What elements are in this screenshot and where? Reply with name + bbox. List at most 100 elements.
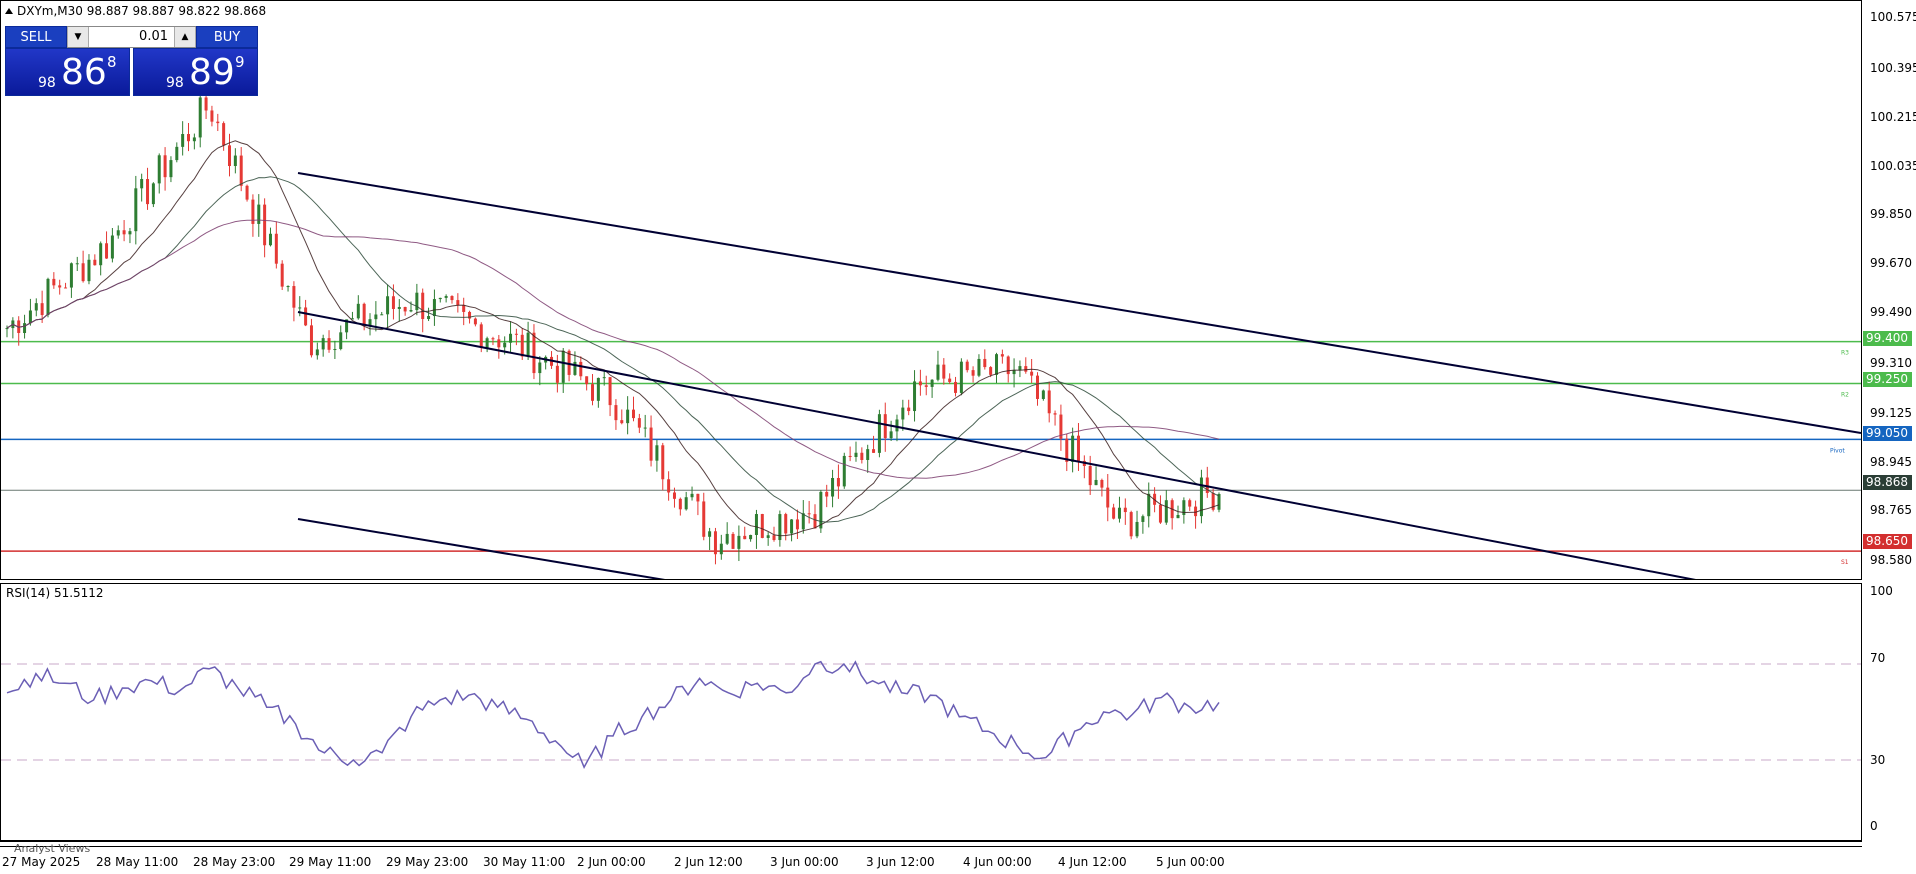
lot-increase-icon[interactable]: ▲	[174, 27, 196, 47]
candle-body	[227, 145, 231, 167]
bid-price-sup: 8	[107, 53, 117, 71]
candle-body	[386, 296, 390, 315]
candle-body	[591, 384, 595, 401]
candle-body	[983, 358, 987, 368]
channel-upper-line	[297, 172, 1862, 434]
time-tick: 5 Jun 00:00	[1156, 855, 1225, 869]
candle-body	[333, 349, 337, 351]
candle-body	[204, 97, 208, 111]
candle-body	[959, 361, 963, 393]
candle-body	[1182, 500, 1186, 515]
candle-body	[122, 230, 126, 235]
candle-body	[930, 379, 934, 387]
candle-body	[1071, 435, 1075, 462]
candle-body	[1135, 521, 1139, 537]
candle-body	[356, 303, 360, 319]
candle-body	[819, 491, 823, 529]
sell-button[interactable]: SELL	[5, 26, 67, 48]
candle-body	[415, 292, 419, 311]
collapse-triangle-icon[interactable]	[5, 8, 13, 14]
candle-body	[696, 493, 700, 502]
price-tick: 99.670	[1870, 256, 1912, 270]
candle-body	[321, 338, 325, 350]
price-chart-pane[interactable]: R3 R2 Pivot S1	[0, 0, 1862, 582]
candle-body	[462, 305, 466, 312]
candle-body	[614, 405, 618, 421]
candle-body	[397, 307, 401, 309]
price-tick: 100.395	[1870, 61, 1916, 75]
lot-size-value[interactable]: 0.01	[139, 29, 168, 44]
candle-body	[34, 303, 38, 311]
candle-body	[995, 354, 999, 375]
analyst-views-tab[interactable]: Analyst Views	[14, 842, 91, 855]
candle-body	[1147, 493, 1151, 517]
channel-lower-line	[297, 518, 672, 582]
lot-decrease-icon[interactable]: ▼	[67, 27, 89, 47]
time-tick: 3 Jun 00:00	[770, 855, 839, 869]
bid-price-box[interactable]: 98 86 8	[5, 48, 130, 96]
candle-body	[327, 338, 331, 350]
buy-button[interactable]: BUY	[196, 26, 258, 48]
one-click-trading-panel: SELL ▼ 0.01 ▲ BUY 98 86 8 98 89 9	[5, 26, 258, 96]
candle-body	[473, 318, 477, 325]
time-tick: 3 Jun 12:00	[866, 855, 935, 869]
candle-body	[924, 385, 928, 387]
candle-body	[807, 513, 811, 515]
candle-body	[81, 263, 85, 282]
candle-body	[1053, 413, 1057, 415]
candle-body	[1076, 435, 1080, 461]
candle-body	[28, 310, 32, 324]
time-tick: 27 May 2025	[2, 855, 81, 869]
candle-body	[46, 278, 50, 316]
candle-body	[538, 362, 542, 374]
candle-body	[971, 370, 975, 376]
candle-body	[860, 452, 864, 460]
candle-body	[1199, 477, 1203, 517]
candle-body	[181, 134, 185, 147]
time-tick: 28 May 11:00	[96, 855, 179, 869]
candle-body	[901, 407, 905, 420]
time-axis[interactable]: 27 May 2025 28 May 11:00 28 May 23:00 29…	[0, 847, 1862, 874]
candle-body	[532, 332, 536, 374]
candle-body	[362, 303, 366, 327]
price-tick: 98.945	[1870, 455, 1912, 469]
candle-body	[52, 278, 56, 286]
candle-body	[708, 531, 712, 537]
candle-body	[596, 377, 600, 401]
candle-body	[169, 160, 173, 178]
candle-body	[637, 418, 641, 428]
candle-body	[298, 307, 302, 309]
candle-body	[421, 292, 425, 320]
level-tag-r3: 99.400	[1863, 331, 1912, 346]
time-tick: 4 Jun 00:00	[963, 855, 1032, 869]
candle-body	[58, 285, 62, 288]
candle-body	[667, 479, 671, 493]
candle-body	[942, 364, 946, 379]
candle-body	[1018, 366, 1022, 371]
rsi-scale[interactable]: 100 70 30 0	[1862, 583, 1916, 841]
price-scale[interactable]: 100.575 100.395 100.215 100.035 99.850 9…	[1862, 0, 1916, 580]
candle-body	[427, 316, 431, 320]
bid-price-big: 86	[61, 52, 107, 93]
candle-body	[643, 427, 647, 429]
analyst-views-strip[interactable]	[0, 841, 1862, 847]
moving-average-line	[6, 140, 1220, 537]
candle-body	[872, 449, 876, 453]
candle-body	[1123, 507, 1127, 513]
candle-body	[1065, 438, 1069, 462]
price-tick: 99.125	[1870, 406, 1912, 420]
candle-body	[1211, 492, 1215, 510]
candle-body	[936, 364, 940, 380]
candle-body	[192, 137, 196, 142]
ask-price-box[interactable]: 98 89 9	[133, 48, 258, 96]
current-price-tag: 98.868	[1863, 475, 1912, 490]
candle-body	[672, 492, 676, 499]
level-label: S1	[1841, 559, 1849, 566]
candle-body	[134, 188, 138, 232]
candle-body	[725, 533, 729, 544]
rsi-pane[interactable]	[0, 583, 1862, 841]
candle-body	[766, 535, 770, 538]
lot-size-field[interactable]: ▼ 0.01 ▲	[67, 26, 196, 48]
candle-body	[292, 286, 296, 308]
candle-body	[1088, 466, 1092, 486]
